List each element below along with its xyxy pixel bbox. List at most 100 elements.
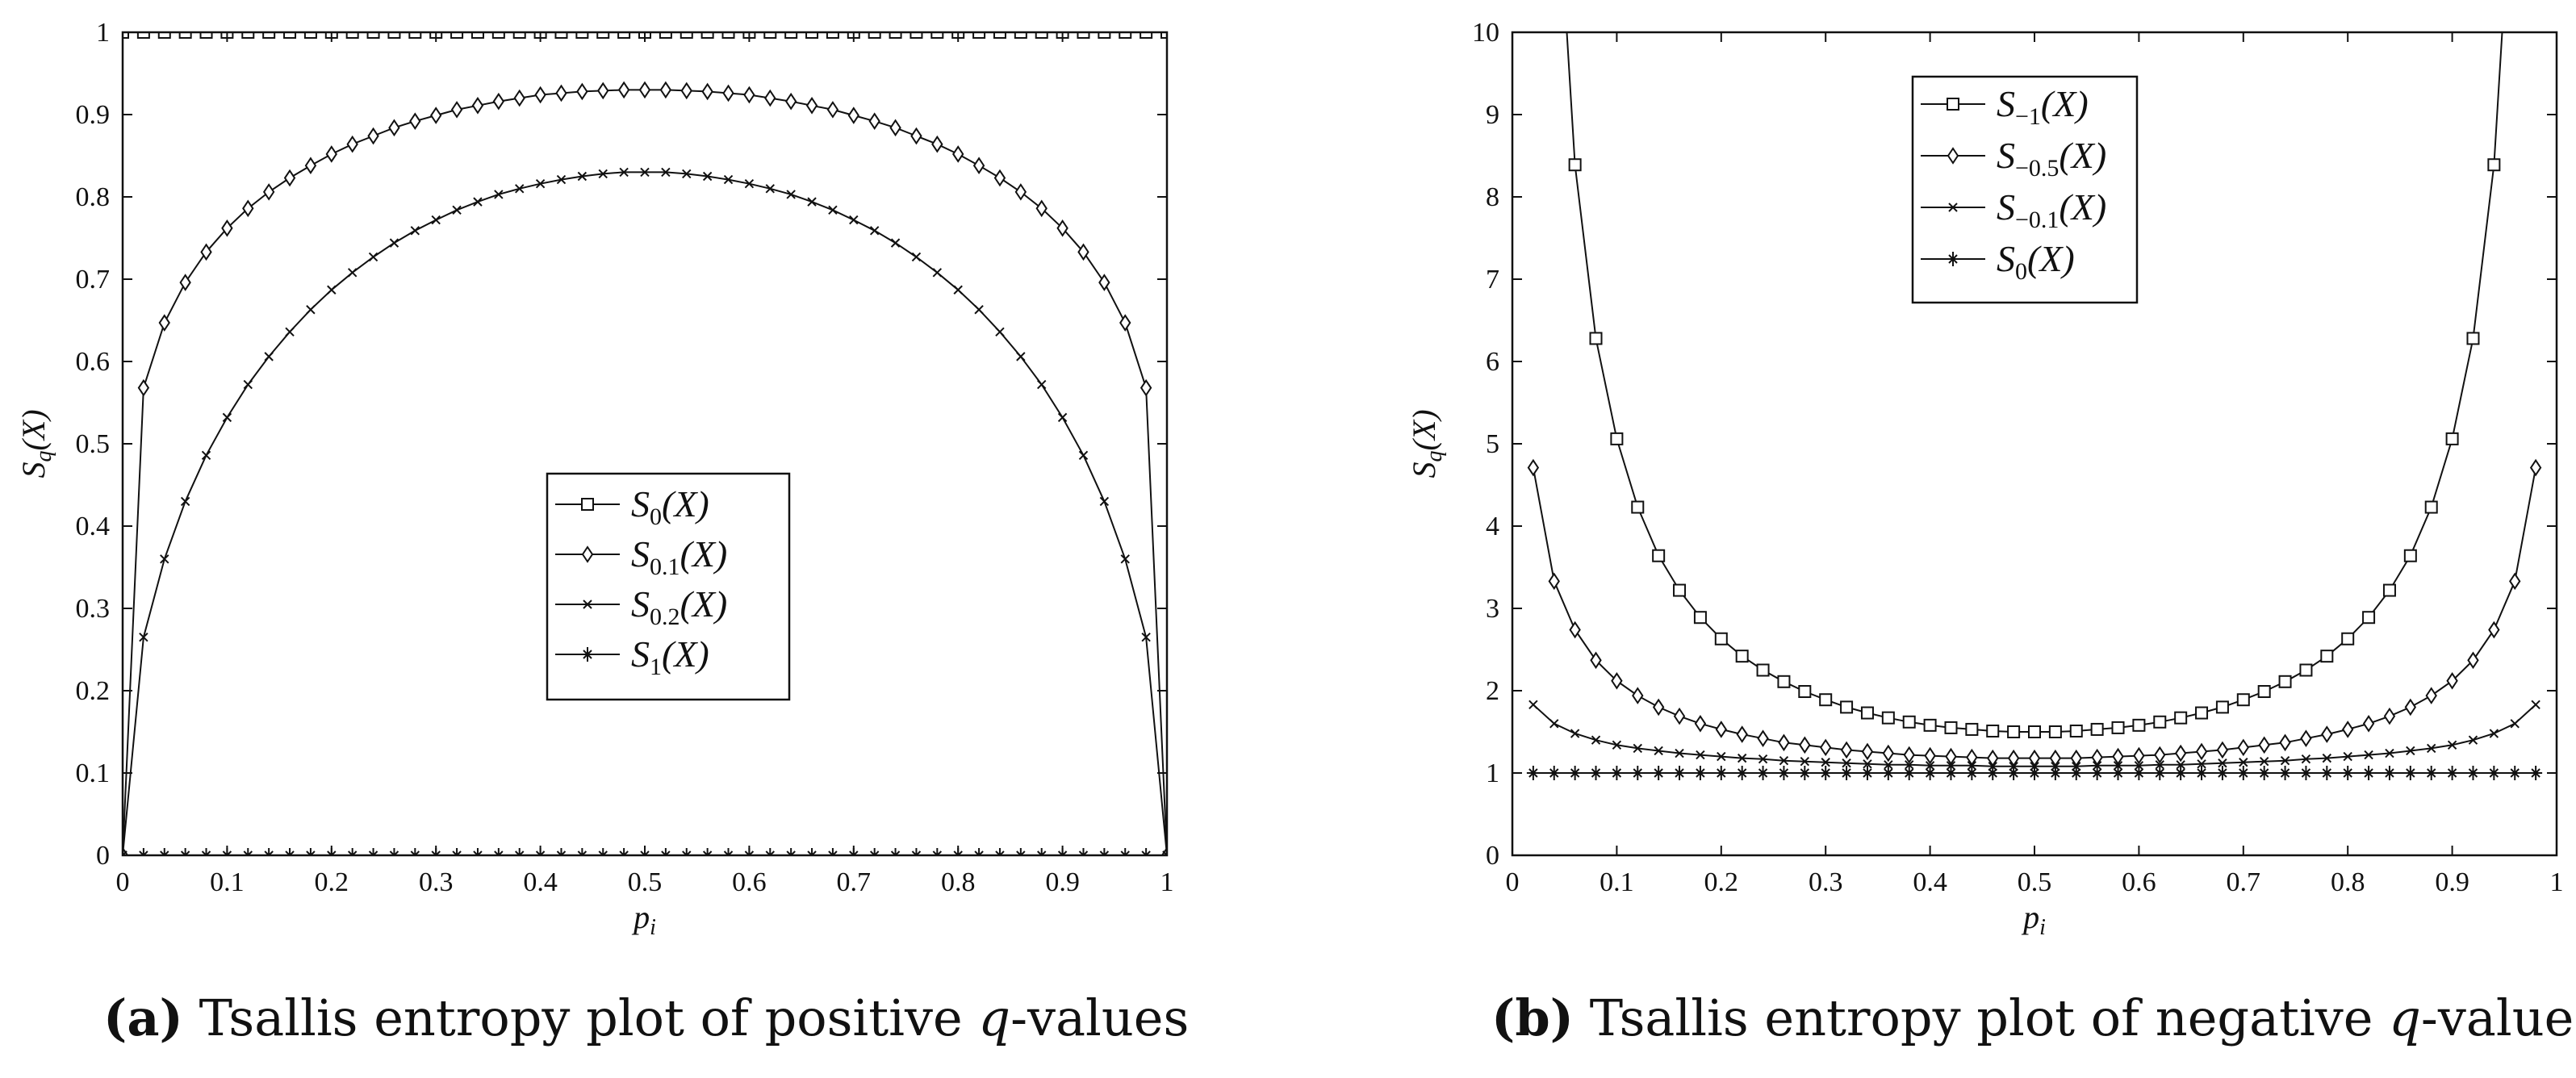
data-point xyxy=(2466,332,2480,345)
legend-label: S−1(X) xyxy=(1997,83,2089,130)
data-point xyxy=(1612,740,1622,750)
data-point xyxy=(744,178,755,189)
data-point xyxy=(2529,766,2543,780)
data-point xyxy=(515,184,525,194)
tick-layer-b: 0 0.1 0.2 0.3 0.4 0.5 0.6 0.7 0.8 0.9 101234567891… xyxy=(1472,18,2564,897)
data-point xyxy=(262,183,275,201)
data-point xyxy=(201,450,211,460)
data-point xyxy=(1589,766,1603,780)
y-tick-label: 9 xyxy=(1486,100,1499,130)
data-point xyxy=(1016,352,1026,361)
data-point xyxy=(1798,766,1812,780)
data-point xyxy=(285,327,295,336)
data-point xyxy=(1882,744,1895,763)
data-point xyxy=(2487,158,2501,172)
data-point xyxy=(993,169,1006,187)
data-point xyxy=(123,32,129,39)
data-point xyxy=(2321,725,2333,743)
data-point xyxy=(2362,766,2376,780)
legend-marker xyxy=(581,647,594,662)
data-point xyxy=(1652,549,1666,562)
data-point xyxy=(661,167,671,178)
y-tick-label: 3 xyxy=(1486,594,1499,624)
data-point xyxy=(1946,761,1956,771)
data-point xyxy=(1924,746,1936,765)
data-point xyxy=(243,379,253,390)
legend-a: S0(X)S0.1(X)S0.2(X)S1(X) xyxy=(546,472,791,701)
legend-entries-b: S−1(X) S−0.5(X)S−0.1(X) S0(X) xyxy=(1921,83,2106,285)
data-point xyxy=(1035,199,1048,218)
data-point xyxy=(826,32,839,39)
caption-a-text: Tsallis entropy plot of positive xyxy=(199,988,979,1047)
data-point xyxy=(2092,761,2102,771)
data-point xyxy=(1527,458,1540,477)
data-point xyxy=(180,496,190,507)
data-point xyxy=(786,190,796,199)
data-point xyxy=(283,169,296,187)
data-point xyxy=(2529,458,2542,477)
data-point xyxy=(1945,747,1957,766)
data-point xyxy=(1590,651,1602,670)
data-point xyxy=(2508,766,2522,780)
data-point xyxy=(2134,761,2144,771)
data-point xyxy=(1986,724,2000,737)
data-point xyxy=(617,81,630,99)
data-point xyxy=(784,92,797,111)
x-tick-label: 0.3 xyxy=(419,867,454,897)
data-point xyxy=(1735,766,1749,780)
data-point xyxy=(910,127,922,145)
data-point xyxy=(1693,611,1707,625)
data-point xyxy=(910,32,923,39)
legend-marker xyxy=(1947,98,1959,111)
data-point xyxy=(2236,693,2250,707)
data-point xyxy=(2487,766,2501,780)
data-point xyxy=(930,32,944,39)
data-point xyxy=(1715,721,1728,738)
data-point xyxy=(2322,753,2332,763)
data-point xyxy=(2111,766,2125,780)
data-point xyxy=(2468,735,2478,745)
data-point xyxy=(2007,725,2021,738)
data-point xyxy=(2048,725,2062,738)
data-point xyxy=(2090,766,2104,780)
data-point xyxy=(1568,158,1582,172)
data-point xyxy=(1923,766,1937,780)
caption-b-text: Tsallis entropy plot of negative xyxy=(1589,988,2390,1047)
x-tick-label: 1 xyxy=(1160,867,1174,897)
data-point xyxy=(972,32,986,39)
data-point xyxy=(1632,687,1644,704)
data-point xyxy=(682,169,692,179)
legend-marker xyxy=(1948,203,1958,212)
data-point xyxy=(2174,711,2188,725)
data-point xyxy=(139,632,148,642)
y-axis-label-a: Sq(X) xyxy=(15,409,56,478)
data-point xyxy=(1967,761,1977,771)
legend-entries-a: S0(X)S0.1(X)S0.2(X)S1(X) xyxy=(555,483,727,680)
data-point xyxy=(136,32,150,39)
data-point xyxy=(1528,700,1538,710)
data-point xyxy=(2341,632,2355,646)
y-tick-label: 2 xyxy=(1486,676,1499,706)
y-tick-label: 0.8 xyxy=(76,182,111,212)
data-point xyxy=(763,32,777,39)
data-point xyxy=(2195,742,2208,761)
data-point xyxy=(1610,766,1624,780)
plot-frame-a xyxy=(121,31,1169,857)
data-point xyxy=(431,215,441,225)
data-point xyxy=(2427,743,2436,754)
data-point xyxy=(2382,766,2396,780)
y-tick-label: 0.2 xyxy=(76,676,111,706)
x-tick-label: 0.6 xyxy=(2122,867,2156,897)
data-point xyxy=(389,238,399,248)
data-point xyxy=(2257,766,2271,780)
data-point xyxy=(264,352,274,361)
caption-a: (a) Tsallis entropy plot of positive q-v… xyxy=(103,988,1189,1047)
x-tick-label: 0.1 xyxy=(210,867,245,897)
data-point xyxy=(2445,766,2459,780)
data-point xyxy=(408,32,422,39)
data-point xyxy=(723,174,734,185)
data-point xyxy=(1611,671,1623,690)
data-point xyxy=(429,107,442,124)
data-point xyxy=(596,32,610,39)
series-star xyxy=(1526,766,2543,780)
